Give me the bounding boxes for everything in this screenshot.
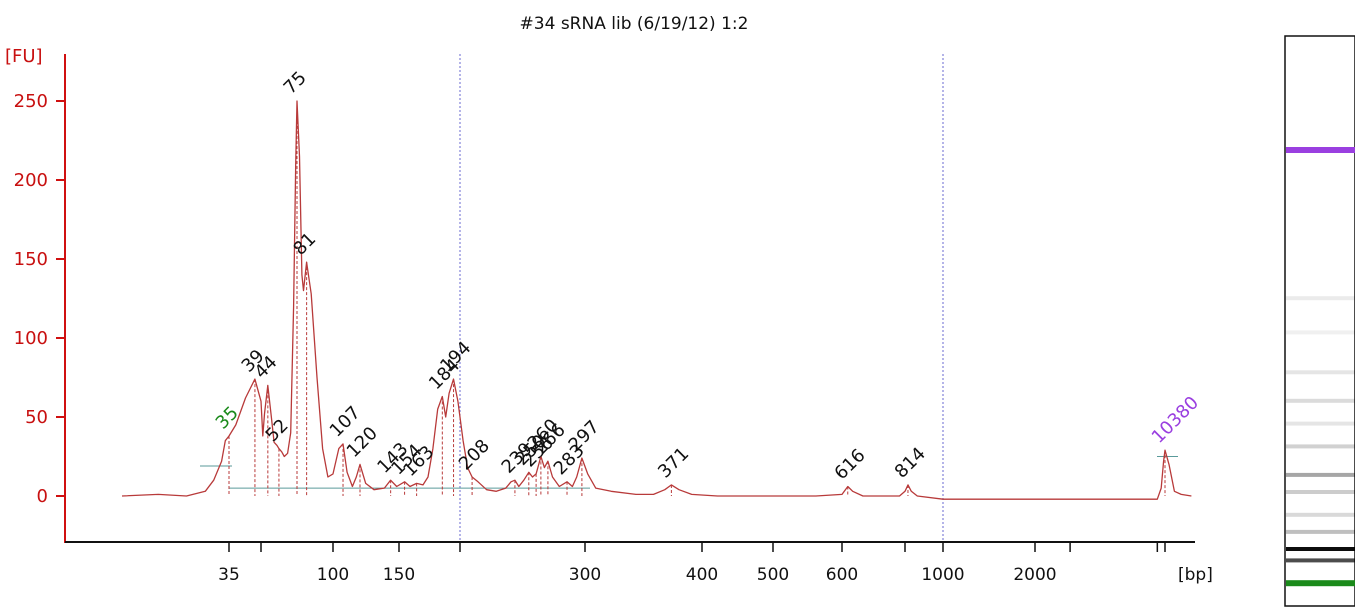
y-tick-label-0: 0 [37,486,48,507]
gel-band-10 [1286,529,1355,534]
gel-band-4 [1286,398,1355,403]
x-tick-label-100: 100 [317,565,349,585]
x-tick-label-1000: 1000 [921,565,964,585]
y-axis-ticks: 0 50 100 150 200 250 [14,91,65,507]
x-tick-label-2000: 2000 [1013,565,1056,585]
y-tick-label-150: 150 [14,249,48,270]
peak-label-371: 371 [654,443,693,482]
y-tick-label-50: 50 [25,407,48,428]
gel-band-7 [1286,472,1355,477]
gel-band-11 [1286,547,1355,551]
gel-band-3 [1286,370,1355,375]
x-tick-label-500: 500 [757,565,789,585]
gel-band-5 [1286,421,1355,426]
peak-label-616: 616 [830,445,869,484]
gel-band-8 [1286,490,1355,494]
gel-lane [1284,35,1355,607]
x-tick-label-400: 400 [686,565,718,585]
gel-band-13 [1286,580,1355,587]
gel-band-0 [1286,147,1355,153]
gel-lane-frame [1284,35,1355,607]
x-axis-ticks: 35 100 150 300 400 500 600 1000 2000 [218,542,1166,585]
gel-band-9 [1286,512,1355,517]
y-tick-label-100: 100 [14,328,48,349]
peak-label-75: 75 [280,67,311,98]
trace-line [121,100,1192,500]
x-tick-label-600: 600 [826,565,858,585]
marker-lines [200,54,1178,542]
peak-label-35: 35 [212,402,243,433]
x-tick-label-150: 150 [383,565,415,585]
gel-band-1 [1286,296,1355,301]
x-axis-label: [bp] [1178,565,1213,585]
trace-layer [121,100,1192,500]
gel-bands [1286,147,1355,587]
y-axis-label: [FU] [5,46,43,67]
gel-band-6 [1286,444,1355,449]
peak-label-52: 52 [262,415,293,446]
gel-band-12 [1286,558,1355,563]
y-tick-label-200: 200 [14,170,48,191]
y-tick-label-250: 250 [14,91,48,112]
x-tick-label-35: 35 [218,565,240,585]
x-tick-label-300: 300 [569,565,601,585]
gel-band-2 [1286,330,1355,335]
peak-label-208: 208 [455,435,494,474]
chart-title: #34 sRNA lib (6/19/12) 1:2 [520,14,749,34]
peak-label-814: 814 [891,443,930,482]
peak-label-10380: 10380 [1148,392,1203,447]
